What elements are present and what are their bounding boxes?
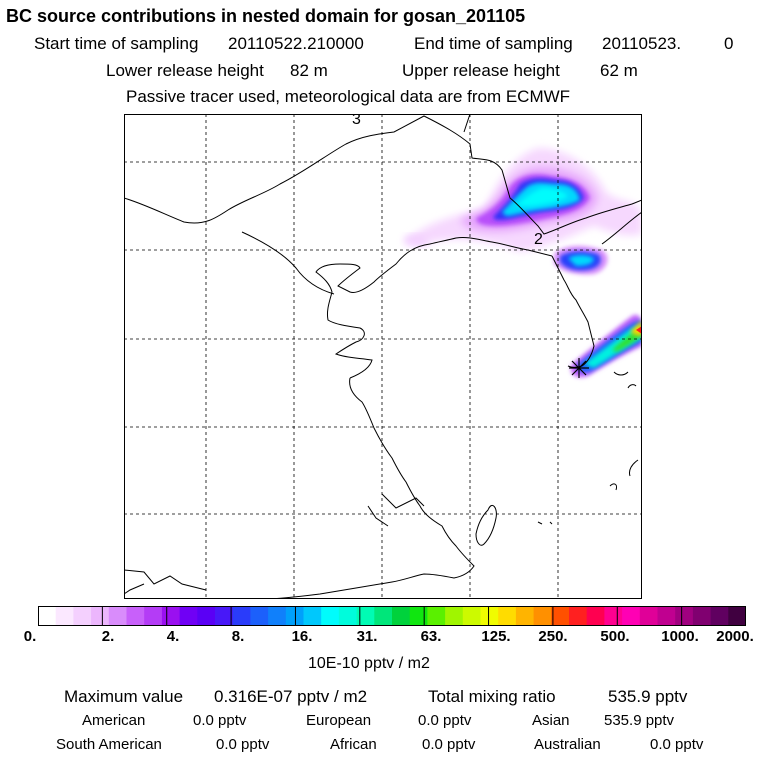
colorbar-cell (622, 606, 641, 626)
colorbar-cell (374, 606, 393, 626)
colorbar-tick: 500. (600, 628, 630, 645)
star-cross-icon (569, 358, 589, 378)
colorbar-tick: 125. (481, 628, 511, 645)
map-panel: 3 2 (124, 114, 642, 599)
colorbar-tick: 250. (538, 628, 568, 645)
colorbar-cell (392, 606, 411, 626)
colorbar-cell (657, 606, 676, 626)
region-european-value: 0.0 pptv (418, 712, 472, 729)
map-grid (124, 114, 642, 599)
concentration-plume-japan (570, 314, 642, 378)
lower-release-label: Lower release height (106, 61, 264, 80)
colorbar (38, 606, 746, 626)
colorbar-cell (586, 606, 605, 626)
total-mixing-label: Total mixing ratio (428, 687, 556, 706)
end-time-tail: 0 (724, 34, 734, 53)
region-african-value: 0.0 pptv (422, 736, 476, 753)
end-time-value: 20110523. (602, 34, 682, 53)
upper-release-label: Upper release height (402, 61, 560, 80)
region-asian-value: 535.9 pptv (604, 712, 675, 729)
colorbar-tick: 1000. (661, 628, 699, 645)
colorbar-cell (551, 606, 570, 626)
region-south-american-value: 0.0 pptv (216, 736, 270, 753)
colorbar-tick: 8. (231, 628, 245, 645)
region-australian-label: Australian (534, 736, 601, 753)
colorbar-cell (604, 606, 623, 626)
colorbar-cell (427, 606, 446, 626)
colorbar-cell (161, 606, 181, 626)
colorbar-cell (303, 606, 322, 626)
colorbar-cell (321, 606, 340, 626)
region-american-value: 0.0 pptv (193, 712, 247, 729)
colorbar-tick: 2000. (716, 628, 754, 645)
colorbar-cell (38, 606, 57, 626)
colorbar-cell (126, 606, 145, 626)
grid-label-2: 2 (534, 231, 543, 248)
colorbar-cell (91, 606, 110, 626)
max-value: 0.316E-07 pptv / m2 (214, 687, 368, 706)
colorbar-cell (55, 606, 74, 626)
colorbar-tick: 16. (291, 628, 313, 645)
start-time-value: 20110522.210000 (228, 34, 364, 53)
region-european-label: European (306, 712, 372, 729)
colorbar-cell (197, 606, 216, 626)
concentration-plume-korea (554, 245, 608, 275)
colorbar-tick: 2. (101, 628, 115, 645)
colorbar-cell (179, 606, 198, 626)
grid-label-3: 3 (352, 114, 361, 128)
colorbar-cell (108, 606, 127, 626)
tracer-note: Passive tracer used, meteorological data… (126, 87, 571, 106)
colorbar-cell (728, 606, 746, 626)
colorbar-cell (268, 606, 287, 626)
upper-release-value: 62 m (600, 61, 638, 80)
colorbar-cell (480, 606, 499, 626)
colorbar-cell (232, 606, 251, 626)
concentration-plume-north (404, 148, 642, 252)
end-time-label: End time of sampling (414, 34, 573, 53)
colorbar-cell (533, 606, 552, 626)
colorbar-cell (639, 606, 658, 626)
colorbar-cell (409, 606, 428, 626)
region-american-label: American (82, 712, 146, 729)
region-south-american-label: South American (56, 736, 162, 753)
colorbar-units: 10E-10 pptv / m2 (308, 655, 430, 672)
max-value-label: Maximum value (64, 687, 184, 706)
colorbar-cell (73, 606, 92, 626)
region-australian-value: 0.0 pptv (650, 736, 704, 753)
colorbar-cell (710, 606, 729, 626)
start-time-label: Start time of sampling (34, 34, 199, 53)
map-frame (124, 114, 642, 599)
colorbar-cell (338, 606, 358, 626)
coastlines (124, 114, 642, 599)
region-asian-label: Asian (532, 712, 570, 729)
total-mixing-value: 535.9 pptv (608, 687, 688, 706)
colorbar-cell (462, 606, 481, 626)
colorbar-tick: 0. (23, 628, 37, 645)
colorbar-tick: 31. (356, 628, 378, 645)
colorbar-tick: 4. (166, 628, 180, 645)
colorbar-cell (498, 606, 517, 626)
colorbar-cell (215, 606, 234, 626)
colorbar-tick: 63. (420, 628, 442, 645)
colorbar-cell (445, 606, 464, 626)
colorbar-cell (692, 606, 712, 626)
colorbar-cell (675, 606, 694, 626)
lower-release-value: 82 m (290, 61, 328, 80)
colorbar-cell (144, 606, 163, 626)
colorbar-cell (285, 606, 304, 626)
colorbar-cell (250, 606, 269, 626)
region-african-label: African (330, 736, 377, 753)
plot-title: BC source contributions in nested domain… (6, 6, 526, 26)
colorbar-cell (569, 606, 588, 626)
colorbar-cell (356, 606, 375, 626)
colorbar-cell (515, 606, 535, 626)
